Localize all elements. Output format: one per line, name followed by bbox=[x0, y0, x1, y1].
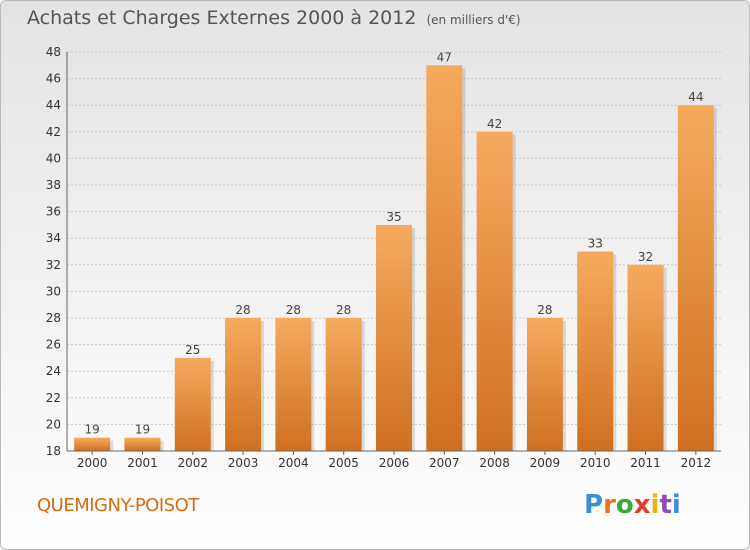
x-tick-label: 2003 bbox=[228, 456, 259, 470]
bar bbox=[74, 438, 110, 451]
bar bbox=[426, 65, 462, 451]
x-tick-label: 2001 bbox=[127, 456, 158, 470]
bar-value-label: 28 bbox=[336, 303, 351, 317]
logo-letter: x bbox=[634, 490, 651, 520]
y-tick-label: 36 bbox=[46, 205, 61, 219]
x-tick-label: 2012 bbox=[681, 456, 712, 470]
proxiti-logo: Proxiti bbox=[584, 490, 681, 520]
y-tick-label: 18 bbox=[46, 444, 61, 458]
bar bbox=[527, 318, 563, 451]
y-tick-label: 46 bbox=[46, 72, 61, 86]
logo-letter: o bbox=[616, 490, 634, 520]
logo-letter: i bbox=[672, 490, 681, 520]
y-tick-label: 26 bbox=[46, 338, 61, 352]
x-tick-label: 2010 bbox=[580, 456, 611, 470]
logo-letter: P bbox=[584, 490, 603, 520]
x-tick-label: 2004 bbox=[278, 456, 309, 470]
y-tick-label: 38 bbox=[46, 178, 61, 192]
x-tick-label: 2009 bbox=[530, 456, 561, 470]
commune-name: QUEMIGNY-POISOT bbox=[37, 495, 199, 516]
bar-value-label: 28 bbox=[235, 303, 250, 317]
bar-value-label: 28 bbox=[286, 303, 301, 317]
bar bbox=[225, 318, 261, 451]
bar bbox=[275, 318, 311, 451]
chart-frame: Achats et Charges Externes 2000 à 2012 (e… bbox=[0, 0, 750, 550]
y-tick-label: 34 bbox=[46, 231, 61, 245]
bar-value-label: 42 bbox=[487, 117, 502, 131]
logo-letter: r bbox=[603, 490, 616, 520]
x-tick-label: 2008 bbox=[479, 456, 510, 470]
y-tick-label: 32 bbox=[46, 258, 61, 272]
x-tick-label: 2007 bbox=[429, 456, 460, 470]
logo-letter: i bbox=[651, 490, 660, 520]
bar bbox=[477, 132, 513, 451]
y-tick-label: 48 bbox=[46, 45, 61, 59]
bar-value-label: 44 bbox=[688, 90, 703, 104]
bar-value-label: 25 bbox=[185, 343, 200, 357]
y-tick-label: 28 bbox=[46, 311, 61, 325]
bar bbox=[175, 358, 211, 451]
bar-value-label: 19 bbox=[85, 423, 100, 437]
bar-value-label: 28 bbox=[537, 303, 552, 317]
bar-value-label: 19 bbox=[135, 423, 150, 437]
bar bbox=[124, 438, 160, 451]
bar bbox=[376, 225, 412, 451]
bar bbox=[678, 105, 714, 451]
bar-value-label: 32 bbox=[638, 250, 653, 264]
y-tick-label: 44 bbox=[46, 98, 61, 112]
x-tick-label: 2002 bbox=[177, 456, 208, 470]
bar-value-label: 35 bbox=[386, 210, 401, 224]
y-tick-label: 42 bbox=[46, 125, 61, 139]
x-tick-label: 2000 bbox=[77, 456, 108, 470]
bar bbox=[577, 252, 613, 452]
bar-chart: 18 20 22 24 26 28 30 32 34 36 38 40 42 44 46 48 19 2000 19… bbox=[1, 1, 749, 549]
x-tick-label: 2006 bbox=[379, 456, 410, 470]
y-tick-label: 20 bbox=[46, 417, 61, 431]
y-tick-label: 30 bbox=[46, 284, 61, 298]
y-tick-label: 24 bbox=[46, 364, 61, 378]
bars bbox=[74, 65, 717, 451]
bar bbox=[326, 318, 362, 451]
y-tick-label: 40 bbox=[46, 151, 61, 165]
bar-value-label: 33 bbox=[588, 237, 603, 251]
x-tick-label: 2011 bbox=[630, 456, 661, 470]
bar bbox=[628, 265, 664, 451]
bar-value-label: 47 bbox=[437, 50, 452, 64]
x-tick-label: 2005 bbox=[328, 456, 359, 470]
logo-letter: t bbox=[659, 490, 671, 520]
y-tick-label: 22 bbox=[46, 391, 61, 405]
